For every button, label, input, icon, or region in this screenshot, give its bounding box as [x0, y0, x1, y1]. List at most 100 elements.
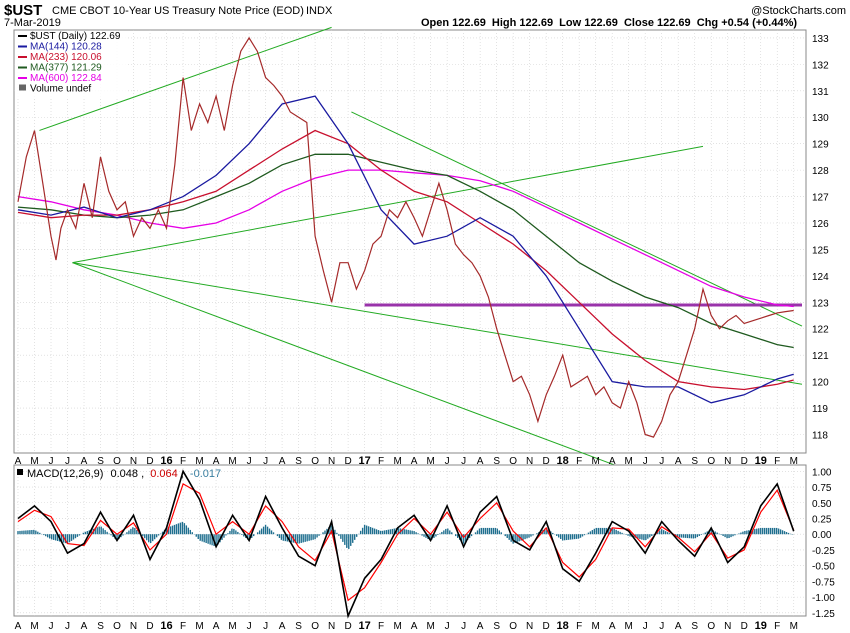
price-x-tick: 18: [557, 455, 569, 467]
price-y-tick: 122: [812, 325, 829, 336]
macd-x-tick: M: [426, 621, 434, 632]
price-y-tick: 131: [812, 87, 829, 98]
date-label: 7-Mar-2019: [4, 17, 61, 29]
ma600-line: [17, 169, 794, 308]
macd-x-tick: M: [228, 621, 236, 632]
macd-x-tick: O: [707, 621, 715, 632]
macd-x-tick: A: [675, 621, 682, 632]
macd-x-tick: O: [311, 621, 319, 632]
price-y-tick: 132: [812, 60, 829, 71]
macd-x-tick: S: [691, 621, 698, 632]
macd-x-tick: N: [526, 621, 533, 632]
legend-entry: Volume undef: [30, 84, 91, 95]
price-x-tick: A: [279, 456, 286, 467]
price-line: [17, 36, 794, 438]
price-x-tick: N: [724, 456, 731, 467]
price-x-tick: A: [609, 456, 616, 467]
legend-entry: $UST (Daily) 122.69: [30, 31, 121, 42]
macd-x-tick: 16: [160, 620, 172, 632]
trendline: [72, 145, 704, 264]
price-x-tick: J: [263, 456, 268, 467]
macd-x-tick: N: [724, 621, 731, 632]
macd-x-tick: S: [295, 621, 302, 632]
signal-line: [17, 483, 795, 602]
price-x-tick: O: [113, 456, 121, 467]
price-x-tick: O: [311, 456, 319, 467]
trendline: [39, 26, 332, 131]
price-x-tick: 19: [755, 455, 767, 467]
price-x-tick: M: [228, 456, 236, 467]
macd-y-tick: 1.00: [812, 467, 832, 478]
price-y-tick: 120: [812, 378, 829, 389]
price-x-tick: A: [213, 456, 220, 467]
price-panel-frame: [13, 29, 807, 454]
macd-x-tick: S: [493, 621, 500, 632]
macd-x-tick: O: [113, 621, 121, 632]
price-x-tick: J: [445, 456, 450, 467]
macd-legend: MACD(12,26,9) 0.048 , 0.064 , -0.017: [17, 468, 221, 480]
price-x-tick: M: [30, 456, 38, 467]
macd-y-tick: -0.50: [812, 562, 835, 573]
macd-x-tick: J: [659, 621, 664, 632]
macd-x-tick: A: [213, 621, 220, 632]
symbol-label: $UST: [4, 2, 42, 19]
macd-x-tick: D: [344, 621, 351, 632]
macd-x-tick: A: [411, 621, 418, 632]
macd-x-tick: J: [49, 621, 54, 632]
macd-legend-hist: -0.017: [190, 468, 221, 480]
price-x-tick: M: [195, 456, 203, 467]
ma377-line: [17, 153, 794, 349]
price-x-tick: M: [592, 456, 600, 467]
ma144-line: [17, 95, 794, 404]
price-x-tick: J: [247, 456, 252, 467]
macd-y-tick: -1.00: [812, 593, 835, 604]
macd-y-tick: 0.50: [812, 499, 832, 510]
price-x-tick: F: [180, 456, 186, 467]
macd-x-tick: J: [643, 621, 648, 632]
macd-panel: 1.00 0.75 0.50 0.25 0.00 -0.25 -0.50 -0.75 -1.00…: [13, 464, 835, 632]
price-y-tick: 133: [812, 34, 829, 45]
macd-x-tick: J: [263, 621, 268, 632]
legend-entry: MA(233) 120.06: [30, 52, 102, 63]
price-x-tick: D: [741, 456, 748, 467]
price-x-tick: J: [65, 456, 70, 467]
price-x-tick: O: [509, 456, 517, 467]
macd-legend-macd: 0.048: [110, 468, 138, 480]
price-y-tick: 130: [812, 113, 829, 124]
macd-x-tick: M: [625, 621, 633, 632]
price-x-tick: A: [411, 456, 418, 467]
exchange-label: INDX: [306, 5, 333, 17]
price-y-tick: 119: [812, 404, 828, 415]
price-x-tick: N: [130, 456, 137, 467]
macd-x-tick: J: [247, 621, 252, 632]
price-x-tick: J: [461, 456, 466, 467]
price-x-tick: M: [625, 456, 633, 467]
macd-y-axis: 1.00 0.75 0.50 0.25 0.00 -0.25 -0.50 -0.75 -1.00…: [812, 467, 835, 620]
price-x-tick: S: [691, 456, 698, 467]
price-y-tick: 128: [812, 166, 829, 177]
price-x-tick: N: [526, 456, 533, 467]
macd-x-tick: N: [130, 621, 137, 632]
legend-background: [16, 31, 126, 97]
price-x-tick: S: [295, 456, 302, 467]
price-grid: [14, 30, 806, 453]
macd-x-tick: M: [393, 621, 401, 632]
price-y-tick: 126: [812, 219, 829, 230]
macd-y-tick: 0.25: [812, 514, 832, 525]
legend-entry: MA(600) 122.84: [30, 73, 102, 84]
price-x-tick: F: [378, 456, 384, 467]
macd-panel-frame: [13, 464, 807, 617]
price-y-tick: 129: [812, 140, 829, 151]
quote-summary: Open 122.69 High 122.69 Low 122.69 Close…: [421, 17, 797, 29]
price-x-tick: D: [543, 456, 550, 467]
macd-x-tick: A: [81, 621, 88, 632]
macd-x-tick: D: [543, 621, 550, 632]
macd-line: [17, 469, 795, 619]
price-x-tick: S: [493, 456, 500, 467]
price-y-tick: 123: [812, 298, 829, 309]
macd-x-tick: D: [741, 621, 748, 632]
price-x-tick: A: [477, 456, 484, 467]
price-x-tick: 16: [160, 455, 172, 467]
legend-entry: MA(144) 120.28: [30, 42, 102, 53]
